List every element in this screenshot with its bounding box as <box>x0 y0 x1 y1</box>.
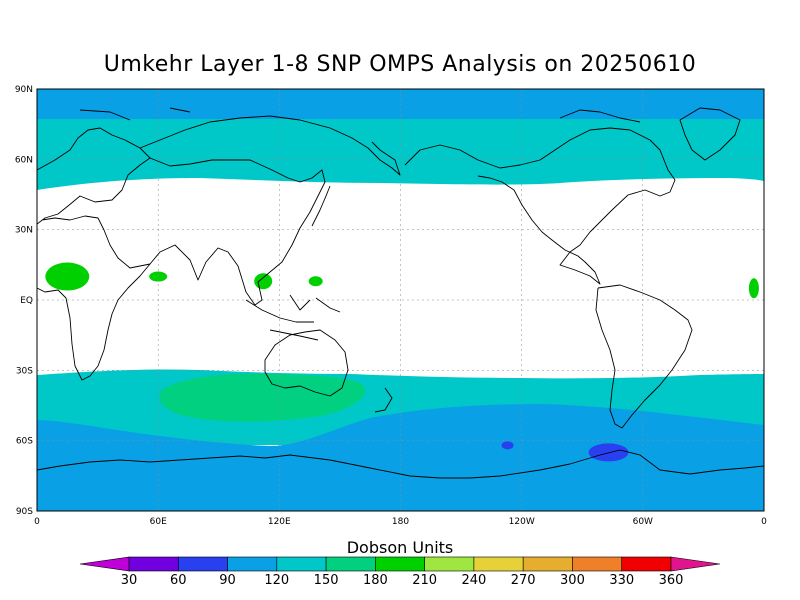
lon-tick-label: 60W <box>633 517 653 527</box>
colorbar-tick-label: 270 <box>511 573 536 588</box>
coast-antarctica <box>37 449 764 479</box>
colorbar-swatch <box>227 556 278 572</box>
feature-south-china-sea <box>254 273 273 290</box>
lon-tick-label: 0 <box>761 517 767 527</box>
australia-high-region <box>159 373 366 422</box>
coast-new-zealand <box>374 387 393 413</box>
coastlines <box>37 107 764 479</box>
coast-greenland <box>679 107 741 161</box>
lon-tick-label: 0 <box>34 517 40 527</box>
longitude-axis: 0 60E 120E 180 120W 60W 0 <box>34 517 767 527</box>
colorbar-tick-label: 120 <box>264 573 289 588</box>
colorbar-tick-label: 60 <box>170 573 187 588</box>
colorbar-swatch <box>522 556 573 572</box>
lon-tick-label: 120W <box>509 517 535 527</box>
colorbar-tick-label: 180 <box>363 573 388 588</box>
colorbar-title: Dobson Units <box>347 538 454 557</box>
coast-south-america <box>595 284 693 429</box>
coast-maritime-se-asia <box>245 294 341 341</box>
feature-tropical-africa <box>45 262 90 291</box>
coast-australia <box>264 329 349 397</box>
colorbar-tick-label: 330 <box>609 573 634 588</box>
colorbar-swatch <box>128 556 179 572</box>
colorbar-tick-label: 30 <box>121 573 138 588</box>
lat-tick-label: EQ <box>20 296 33 306</box>
latitude-axis: 90N 60N 30N EQ 30S 60S 90S <box>15 85 33 517</box>
lat-tick-label: 60S <box>16 437 33 447</box>
lat-tick-label: 90S <box>16 507 33 517</box>
lat-tick-label: 30N <box>15 226 33 236</box>
feature-layer <box>45 262 759 462</box>
grid-lines <box>37 89 764 511</box>
colorbar-tick-label: 210 <box>412 573 437 588</box>
lon-tick-label: 120E <box>268 517 291 527</box>
band-south-polar <box>37 404 764 511</box>
feature-tropical-atlantic <box>748 278 759 299</box>
feature-southern-ocean <box>588 443 629 462</box>
colorbar-swatch <box>325 556 376 572</box>
feature-western-pacific <box>308 276 323 287</box>
colorbar-tick-label: 240 <box>461 573 486 588</box>
coast-africa-europe <box>37 127 151 381</box>
colorbar-swatches <box>79 556 721 572</box>
colorbar-swatch <box>572 556 623 572</box>
colorbar-swatch <box>276 556 327 572</box>
lon-tick-label: 180 <box>392 517 409 527</box>
map-title: Umkehr Layer 1-8 SNP OMPS Analysis on 20… <box>103 52 697 77</box>
colorbar-swatch <box>79 556 130 572</box>
feature-southern-ocean <box>501 441 514 450</box>
colorbar-labels: 30 60 90 120 150 180 210 240 270 300 330 360 <box>121 573 684 588</box>
coast-japan <box>311 185 331 227</box>
colorbar-swatch <box>177 556 228 572</box>
map-frame <box>36 88 765 512</box>
coast-arctic-islands <box>79 107 641 123</box>
colorbar: Dobson Units 30 60 90 120 150 180 210 240 270 300… <box>79 538 721 588</box>
coast-north-america <box>404 127 676 285</box>
colorbar-swatch <box>670 556 721 572</box>
lon-tick-label: 60E <box>150 517 167 527</box>
lat-tick-label: 60N <box>15 155 33 165</box>
lat-tick-label: 30S <box>16 366 33 376</box>
colorbar-swatch <box>375 556 425 572</box>
colorbar-tick-label: 360 <box>659 573 684 588</box>
colorbar-swatch <box>473 556 524 572</box>
coast-asia <box>139 115 401 306</box>
colorbar-swatch <box>424 556 475 572</box>
colorbar-tick-label: 150 <box>314 573 339 588</box>
colorbar-swatch <box>621 556 672 572</box>
feature-arabian-sea <box>149 271 168 282</box>
lat-tick-label: 90N <box>15 85 33 95</box>
colorbar-tick-label: 90 <box>219 573 236 588</box>
map-plot-area <box>37 89 764 511</box>
colorbar-tick-label: 300 <box>560 573 585 588</box>
